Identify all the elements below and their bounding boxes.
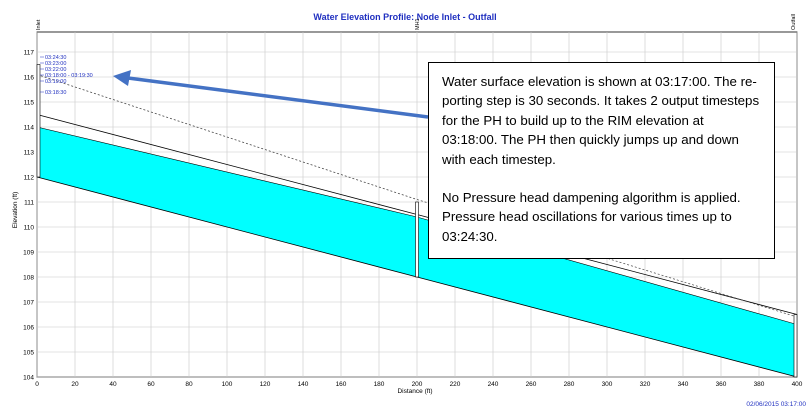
x-tick-label: 360	[716, 381, 727, 388]
x-tick-label: 280	[564, 381, 575, 388]
arrow-head	[113, 70, 131, 86]
y-tick-label: 106	[23, 324, 34, 331]
x-tick-label: 320	[640, 381, 651, 388]
node-label: MH1	[415, 18, 421, 30]
y-tick-label: 113	[24, 149, 35, 156]
time-label: 03:22:00	[45, 67, 66, 73]
x-tick-label: 240	[488, 381, 499, 388]
timestamp: 02/06/2015 03:17:00	[746, 401, 806, 408]
y-tick-label: 115	[24, 99, 35, 106]
y-tick-label: 109	[23, 249, 34, 256]
y-tick-label: 116	[24, 74, 35, 81]
node-structure	[793, 314, 798, 378]
node-structure	[36, 64, 41, 178]
x-tick-label: 200	[412, 381, 423, 388]
y-tick-label: 112	[24, 174, 35, 181]
node-label: Outfall	[791, 14, 797, 30]
x-tick-label: 20	[71, 381, 79, 388]
node-structure	[415, 201, 419, 278]
x-tick-label: 340	[678, 381, 689, 388]
y-tick-label: 104	[23, 374, 34, 381]
y-tick-label: 114	[24, 124, 35, 131]
callout-paragraph-1: Water surface elevation is shown at 03:1…	[442, 74, 760, 167]
x-tick-label: 400	[792, 381, 803, 388]
x-tick-label: 140	[298, 381, 309, 388]
x-tick-label: 40	[109, 381, 117, 388]
time-label: 03:18:00 - 03:19:30	[45, 73, 93, 79]
arrow-shaft	[127, 76, 429, 119]
node-label: Inlet	[36, 19, 42, 30]
x-tick-label: 100	[222, 381, 233, 388]
x-tick-label: 120	[260, 381, 271, 388]
x-tick-label: 380	[754, 381, 765, 388]
time-label: 03:23:00	[45, 61, 66, 67]
x-tick-label: 180	[374, 381, 385, 388]
x-tick-label: 300	[602, 381, 613, 388]
x-axis-ticks: 0 20 40 60 80 100 120 140 160 180 200 220 240 260 280 3…	[35, 381, 803, 388]
x-tick-label: 80	[185, 381, 193, 388]
y-axis-ticks: 104 105 106 107 108 109 110 111 112 113 114 115 116 1…	[23, 49, 34, 381]
x-tick-label: 220	[450, 381, 461, 388]
y-tick-label: 111	[24, 199, 34, 206]
time-label: 03:19:00	[45, 79, 66, 85]
x-tick-label: 60	[147, 381, 155, 388]
y-tick-label: 107	[23, 299, 34, 306]
time-label: 03:24:30	[45, 55, 66, 61]
y-tick-label: 108	[23, 274, 34, 281]
x-tick-label: 0	[35, 381, 39, 388]
pressure-head-line	[36, 74, 798, 318]
nodes: Inlet MH1 Outfall	[36, 14, 798, 378]
y-tick-label: 110	[24, 224, 35, 231]
y-axis-label: Elevation (ft)	[12, 192, 19, 229]
x-tick-label: 160	[336, 381, 347, 388]
y-tick-label: 117	[24, 49, 35, 56]
callout-arrow	[113, 70, 429, 119]
chart-title: Water Elevation Profile: Node Inlet - Ou…	[313, 12, 496, 22]
callout-paragraph-2: No Pressure head dampening algorithm is …	[442, 190, 741, 244]
time-label: 03:18:30	[45, 90, 66, 96]
y-tick-label: 105	[23, 349, 34, 356]
callout-box: Water surface elevation is shown at 03:1…	[428, 62, 775, 259]
x-tick-label: 260	[526, 381, 537, 388]
x-axis-label: Distance (ft)	[397, 388, 432, 395]
